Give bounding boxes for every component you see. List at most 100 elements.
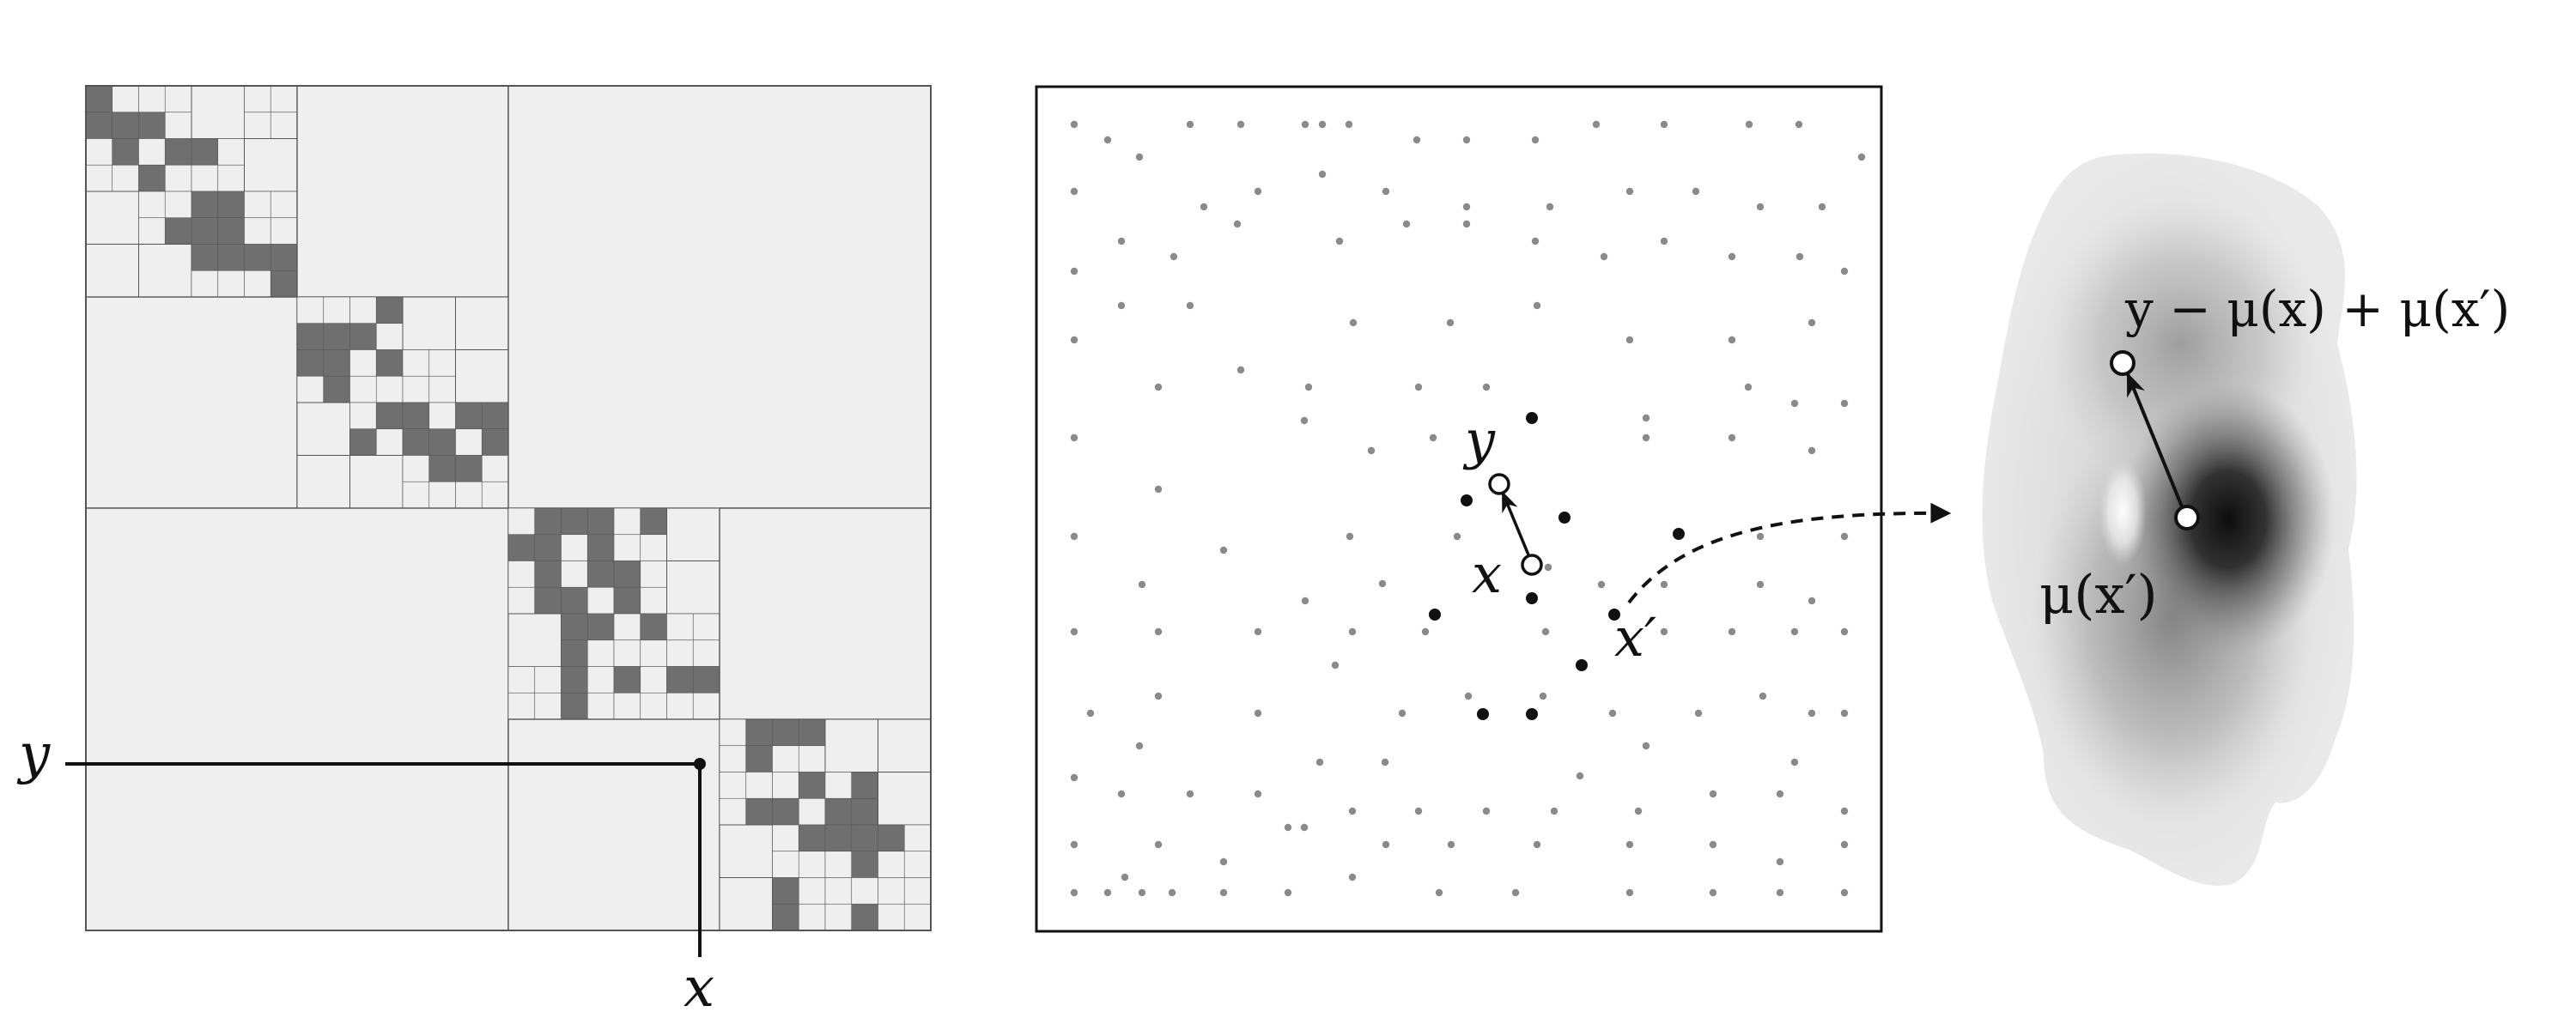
matrix-block [798,851,826,878]
background-point [1840,399,1849,408]
background-point [1776,790,1784,798]
matrix-block [138,112,166,139]
background-point [1154,383,1163,391]
matrix-block [798,877,826,905]
matrix-block [586,560,615,588]
background-point [1709,888,1717,897]
background-point [1421,627,1430,636]
matrix-block [85,85,113,113]
background-point [1446,318,1455,327]
matrix-entry-point [694,758,706,770]
background-point [1756,203,1765,211]
matrix-block [164,164,192,192]
matrix-block [455,428,483,456]
matrix-block [507,534,536,561]
matrix-block [349,349,377,377]
matrix-block [507,666,536,694]
matrix-block [349,402,377,430]
background-point [1378,579,1387,588]
left-label-x: x [683,956,714,1020]
matrix-block [402,375,430,403]
background-point [1625,840,1634,849]
background-point [1531,237,1540,245]
matrix-block [851,903,878,931]
matrix-block [772,797,799,826]
background-point [1284,823,1292,832]
matrix-block [507,718,720,931]
background-point [1138,888,1146,897]
matrix-block [164,112,192,139]
matrix-block [296,455,350,509]
matrix-block [692,613,720,641]
matrix-block [613,639,641,667]
matrix-block [586,692,615,720]
matrix-block [428,481,456,509]
background-point [1790,627,1799,636]
matrix-block [878,772,932,826]
matrix-block [719,772,747,799]
background-point [1776,888,1784,897]
background-point [1511,888,1520,897]
matrix-block [772,903,799,931]
matrix-block [349,455,404,509]
background-point [1413,136,1421,144]
matrix-block [586,586,615,615]
shifted-point-marker [2110,350,2136,376]
background-point [1315,758,1324,766]
matrix-block [613,586,641,615]
matrix-block [85,164,113,192]
matrix-block [561,534,588,561]
background-point [1070,120,1078,129]
background-point [1301,120,1309,129]
matrix-block [428,375,456,403]
background-point [1625,336,1634,344]
matrix-block [719,824,773,878]
matrix-frame [85,85,932,931]
matrix-block [402,428,430,456]
matrix-block [323,349,350,377]
background-point [1070,336,1078,344]
matrix-block [666,560,720,615]
matrix-block [903,824,932,852]
background-point [1642,433,1650,442]
background-point [1135,742,1144,750]
background-point [1236,366,1245,374]
matrix-block [270,217,298,245]
neighbor-point [1526,412,1538,424]
matrix-block [481,481,509,509]
background-point [1660,237,1668,245]
matrix-block [112,112,139,139]
matrix-block [164,217,192,245]
matrix-block [138,217,166,245]
background-point [1349,318,1358,327]
background-point [1117,790,1126,798]
matrix-block [244,217,271,245]
background-point [1795,120,1803,129]
neighbor-points [1429,412,1685,720]
background-point [1345,120,1353,129]
matrix-block [296,402,350,456]
background-point [1367,446,1376,455]
matrix-block [613,507,641,536]
background-point [1381,758,1389,766]
neighbor-point [1526,708,1538,720]
matrix-block [903,877,932,905]
matrix-block [666,666,694,694]
background-point [1840,888,1849,897]
background-point [1807,709,1816,718]
background-point [1301,597,1309,605]
matrix-block [613,666,641,694]
matrix-block [112,164,139,192]
matrix-block [561,560,588,588]
matrix-block [719,797,747,826]
matrix-block [85,507,509,931]
matrix-block [138,244,192,298]
background-point [1541,627,1550,636]
matrix-block [666,639,694,667]
matrix-block [640,613,667,641]
matrix-block [824,877,853,905]
background-point [1533,301,1541,310]
matrix-block [323,323,350,350]
matrix-block [349,296,377,324]
background-point [1756,580,1765,589]
